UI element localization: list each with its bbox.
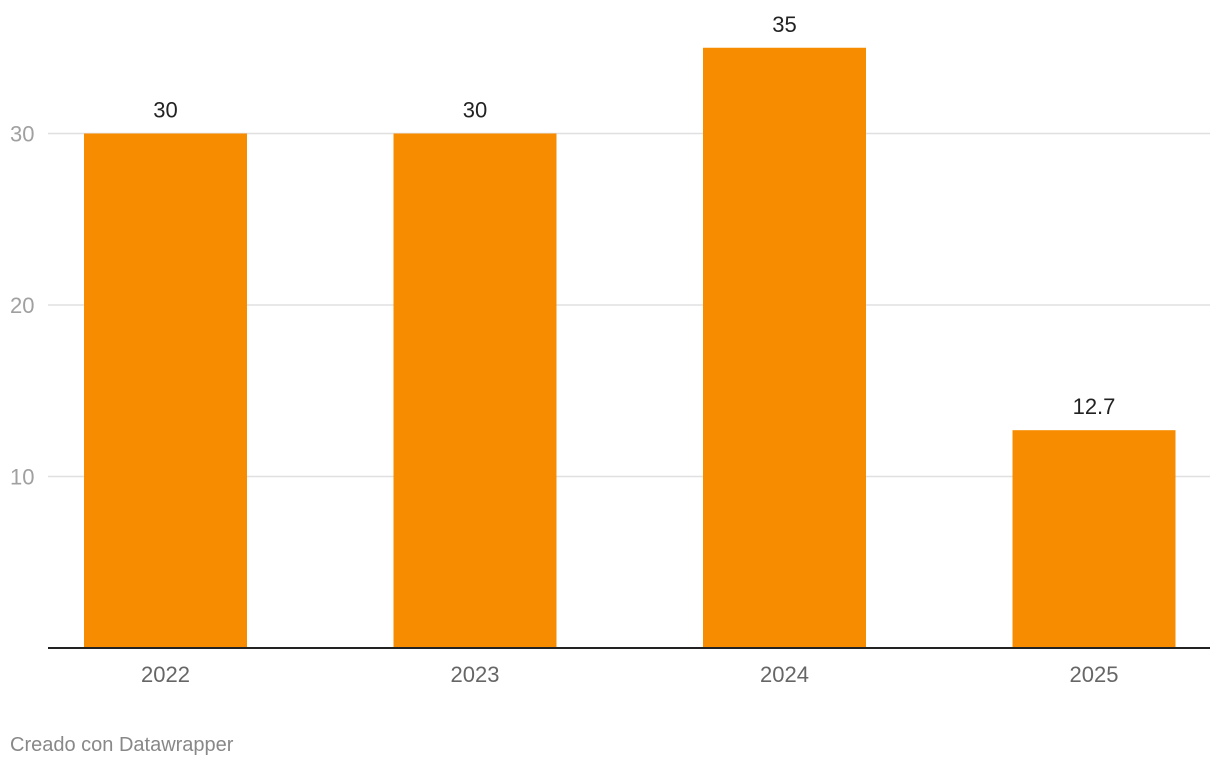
bar-chart: 10 20 30 30 30 35 12.7 2022 2023 2024 2025 [10, 12, 1210, 687]
bars [84, 47, 1176, 648]
value-label: 30 [153, 98, 177, 123]
value-label: 12.7 [1073, 394, 1116, 419]
x-axis: 2022 2023 2024 2025 [48, 647, 1210, 687]
bar-2024 [703, 47, 866, 648]
value-label: 35 [772, 12, 796, 37]
chart-credit: Creado con Datawrapper [10, 734, 234, 756]
y-tick-label: 30 [10, 122, 34, 147]
bar-2023 [393, 133, 557, 648]
bar-2022 [84, 133, 247, 648]
x-tick-label: 2022 [141, 662, 190, 687]
x-tick-label: 2023 [451, 662, 500, 687]
value-labels: 30 30 35 12.7 [153, 12, 1115, 419]
bar-2025 [1012, 430, 1176, 648]
x-tick-label: 2025 [1070, 662, 1119, 687]
x-tick-label: 2024 [760, 662, 809, 687]
value-label: 30 [463, 98, 487, 123]
y-tick-label: 20 [10, 293, 34, 318]
y-tick-label: 10 [10, 465, 34, 490]
